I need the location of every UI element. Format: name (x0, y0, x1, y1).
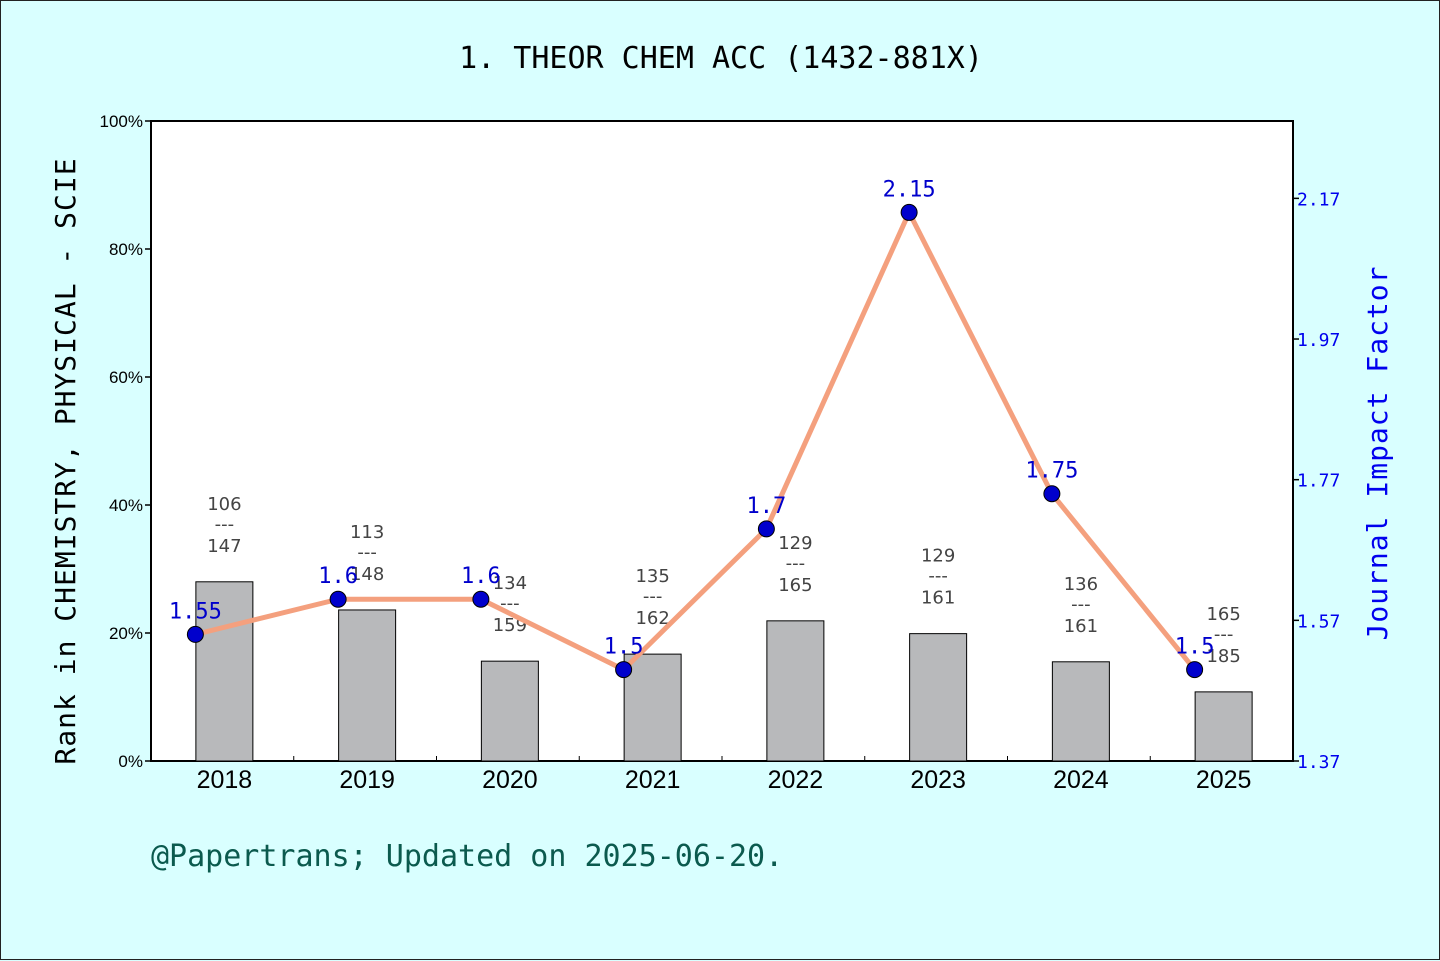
y-left-tick-label-3: 60% (109, 368, 143, 387)
rank-bottom-label-2018: 147 (207, 536, 241, 557)
bar-2024 (1051, 661, 1110, 762)
y-axis-right-label: Journal Impact Factor (1361, 265, 1394, 640)
y-left-tick-label-2: 40% (109, 496, 143, 515)
y-left-tick-label-5: 100% (100, 112, 143, 131)
x-tick-label-2022: 2022 (768, 766, 824, 794)
x-tick-label-2018: 2018 (197, 766, 253, 794)
rank-top-label-2022: 129 (778, 533, 812, 554)
x-tick-label-2021: 2021 (625, 766, 681, 794)
impact-factor-line (194, 209, 1197, 673)
rank-separator-2025: --- (1214, 624, 1234, 645)
impact-factor-point-2021 (615, 661, 633, 679)
impact-factor-point-2024 (1043, 485, 1061, 503)
impact-factor-label-2020: 1.6 (461, 564, 501, 589)
rank-separator-2022: --- (786, 553, 806, 574)
rank-top-label-2021: 135 (635, 566, 669, 587)
y-right-tick-label-2: 1.77 (1297, 471, 1340, 492)
chart-title: 1. THEOR CHEM ACC (1432-881X) (459, 41, 983, 76)
y-right-tick-label-3: 1.97 (1297, 330, 1340, 351)
rank-top-label-2019: 113 (350, 522, 384, 543)
footer-note: @Papertrans; Updated on 2025-06-20. (151, 839, 783, 874)
rank-top-label-2023: 129 (921, 546, 955, 567)
rank-separator-2018: --- (215, 514, 235, 535)
rank-bottom-label-2023: 161 (921, 588, 955, 609)
rank-bottom-label-2022: 165 (778, 575, 812, 596)
rank-top-label-2025: 165 (1206, 604, 1240, 625)
y-right-tick-label-0: 1.37 (1297, 752, 1340, 773)
impact-factor-label-2022: 1.7 (747, 494, 787, 519)
y-left-tick-label-1: 20% (109, 624, 143, 643)
impact-factor-label-2023: 2.15 (883, 177, 936, 202)
x-tick-label-2025: 2025 (1196, 766, 1252, 794)
plot-background (150, 120, 1294, 762)
bar-2023 (909, 633, 968, 762)
impact-factor-label-2024: 1.75 (1025, 459, 1078, 484)
rank-separator-2019: --- (357, 542, 377, 563)
impact-factor-label-2021: 1.5 (604, 635, 644, 660)
y-right-tick-label-4: 2.17 (1297, 189, 1340, 210)
impact-factor-point-2022 (757, 520, 775, 538)
impact-factor-label-2019: 1.6 (318, 564, 358, 589)
bar-2019 (338, 609, 397, 762)
bar-2022 (766, 620, 825, 762)
rank-top-label-2018: 106 (207, 494, 241, 515)
bar-2018 (195, 581, 254, 762)
x-tick-label-2020: 2020 (482, 766, 538, 794)
rank-bottom-label-2024: 161 (1064, 616, 1098, 637)
bar-2020 (480, 660, 539, 762)
impact-factor-point-2023 (900, 203, 918, 221)
impact-factor-point-2025 (1186, 661, 1204, 679)
rank-top-label-2024: 136 (1064, 574, 1098, 595)
impact-factor-point-2020 (472, 590, 490, 608)
rank-separator-2023: --- (928, 566, 948, 587)
bar-2021 (623, 653, 682, 762)
rank-separator-2021: --- (643, 586, 663, 607)
rank-top-label-2020: 134 (493, 573, 527, 594)
rank-bottom-label-2021: 162 (635, 608, 669, 629)
impact-factor-point-2018 (186, 625, 204, 643)
impact-factor-point-2019 (329, 590, 347, 608)
y-axis-left-label: Rank in CHEMISTRY, PHYSICAL - SCIE (49, 157, 82, 764)
x-tick-label-2024: 2024 (1053, 766, 1109, 794)
y-left-tick-label-0: 0% (118, 752, 143, 771)
y-left-tick-label-4: 80% (109, 240, 143, 259)
y-right-tick-label-1: 1.57 (1297, 611, 1340, 632)
rank-bottom-label-2025: 185 (1206, 646, 1240, 667)
bar-2025 (1194, 691, 1253, 762)
rank-separator-2024: --- (1071, 594, 1091, 615)
rank-bottom-label-2019: 148 (350, 564, 384, 585)
x-tick-label-2023: 2023 (910, 766, 966, 794)
impact-factor-label-2018: 1.55 (169, 599, 222, 624)
impact-factor-label-2025: 1.5 (1175, 635, 1215, 660)
x-tick-label-2019: 2019 (339, 766, 395, 794)
